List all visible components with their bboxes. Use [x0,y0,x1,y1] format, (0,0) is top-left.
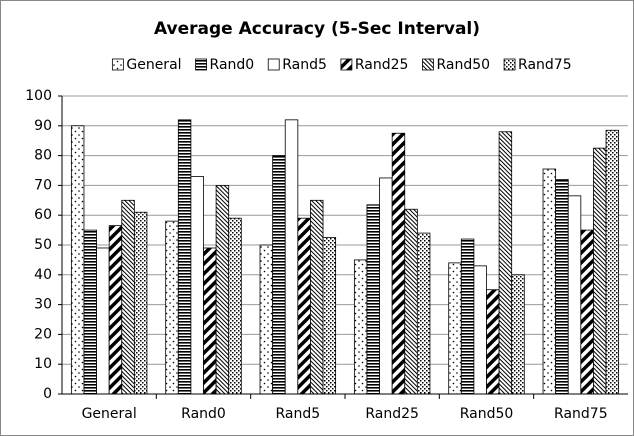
legend-label: General [126,57,181,73]
bar [460,238,475,395]
legend-swatch [340,58,353,71]
bar [259,244,274,395]
legend-swatch [111,58,124,71]
y-tick-label: 60 [34,207,52,223]
bar [272,155,286,395]
y-tick-label: 70 [34,177,52,193]
x-tick-label: Rand5 [275,406,320,422]
x-tick-label: Rand25 [365,406,419,422]
bar [567,195,582,395]
bar [190,176,204,395]
y-tick-label: 90 [34,118,52,134]
bar [404,208,418,395]
legend-label: Rand0 [210,57,255,73]
bar [555,179,569,395]
bar [96,247,110,395]
x-tick-label: General [82,406,137,422]
bar [542,168,557,395]
bar [391,132,406,395]
legend-label: Rand75 [518,57,572,73]
bar [108,225,123,395]
bar [605,129,620,395]
legend-swatch [195,58,207,71]
legend-label: Rand50 [436,57,490,73]
bar [284,119,299,395]
bar [486,289,500,395]
bar [379,177,393,395]
bar [448,262,462,395]
bar [416,232,431,395]
bar [580,229,594,395]
bar [593,147,607,395]
y-tick-label: 100 [25,88,52,104]
bar [177,119,192,395]
legend-swatch [422,58,434,71]
y-tick-label: 50 [34,237,52,253]
bar [310,199,324,395]
x-tick-label: Rand0 [181,406,226,422]
bar [322,237,337,395]
bar [228,217,242,395]
y-tick-label: 10 [34,356,52,372]
bar [511,274,525,395]
bar [366,204,380,395]
bar [83,229,97,395]
bar [70,125,85,395]
x-tick-label: Rand50 [460,406,514,422]
chart-title: Average Accuracy (5-Sec Interval) [154,19,480,39]
y-tick-label: 0 [43,386,52,402]
bar [215,184,230,395]
legend-label: Rand25 [355,57,409,73]
y-tick-label: 40 [34,267,52,283]
bar [133,211,148,395]
bar [203,247,217,395]
x-tick-label: Rand75 [554,406,608,422]
legend-swatch [267,58,280,71]
y-tick-label: 80 [34,148,52,164]
bar [165,220,179,395]
bar [353,259,368,395]
bar [121,199,135,395]
y-tick-label: 30 [34,297,52,313]
bar [498,131,513,395]
bar [297,217,311,395]
legend-label: Rand5 [282,57,327,73]
legend-swatch [503,58,516,71]
bar [473,265,487,395]
y-tick-label: 20 [34,326,52,342]
